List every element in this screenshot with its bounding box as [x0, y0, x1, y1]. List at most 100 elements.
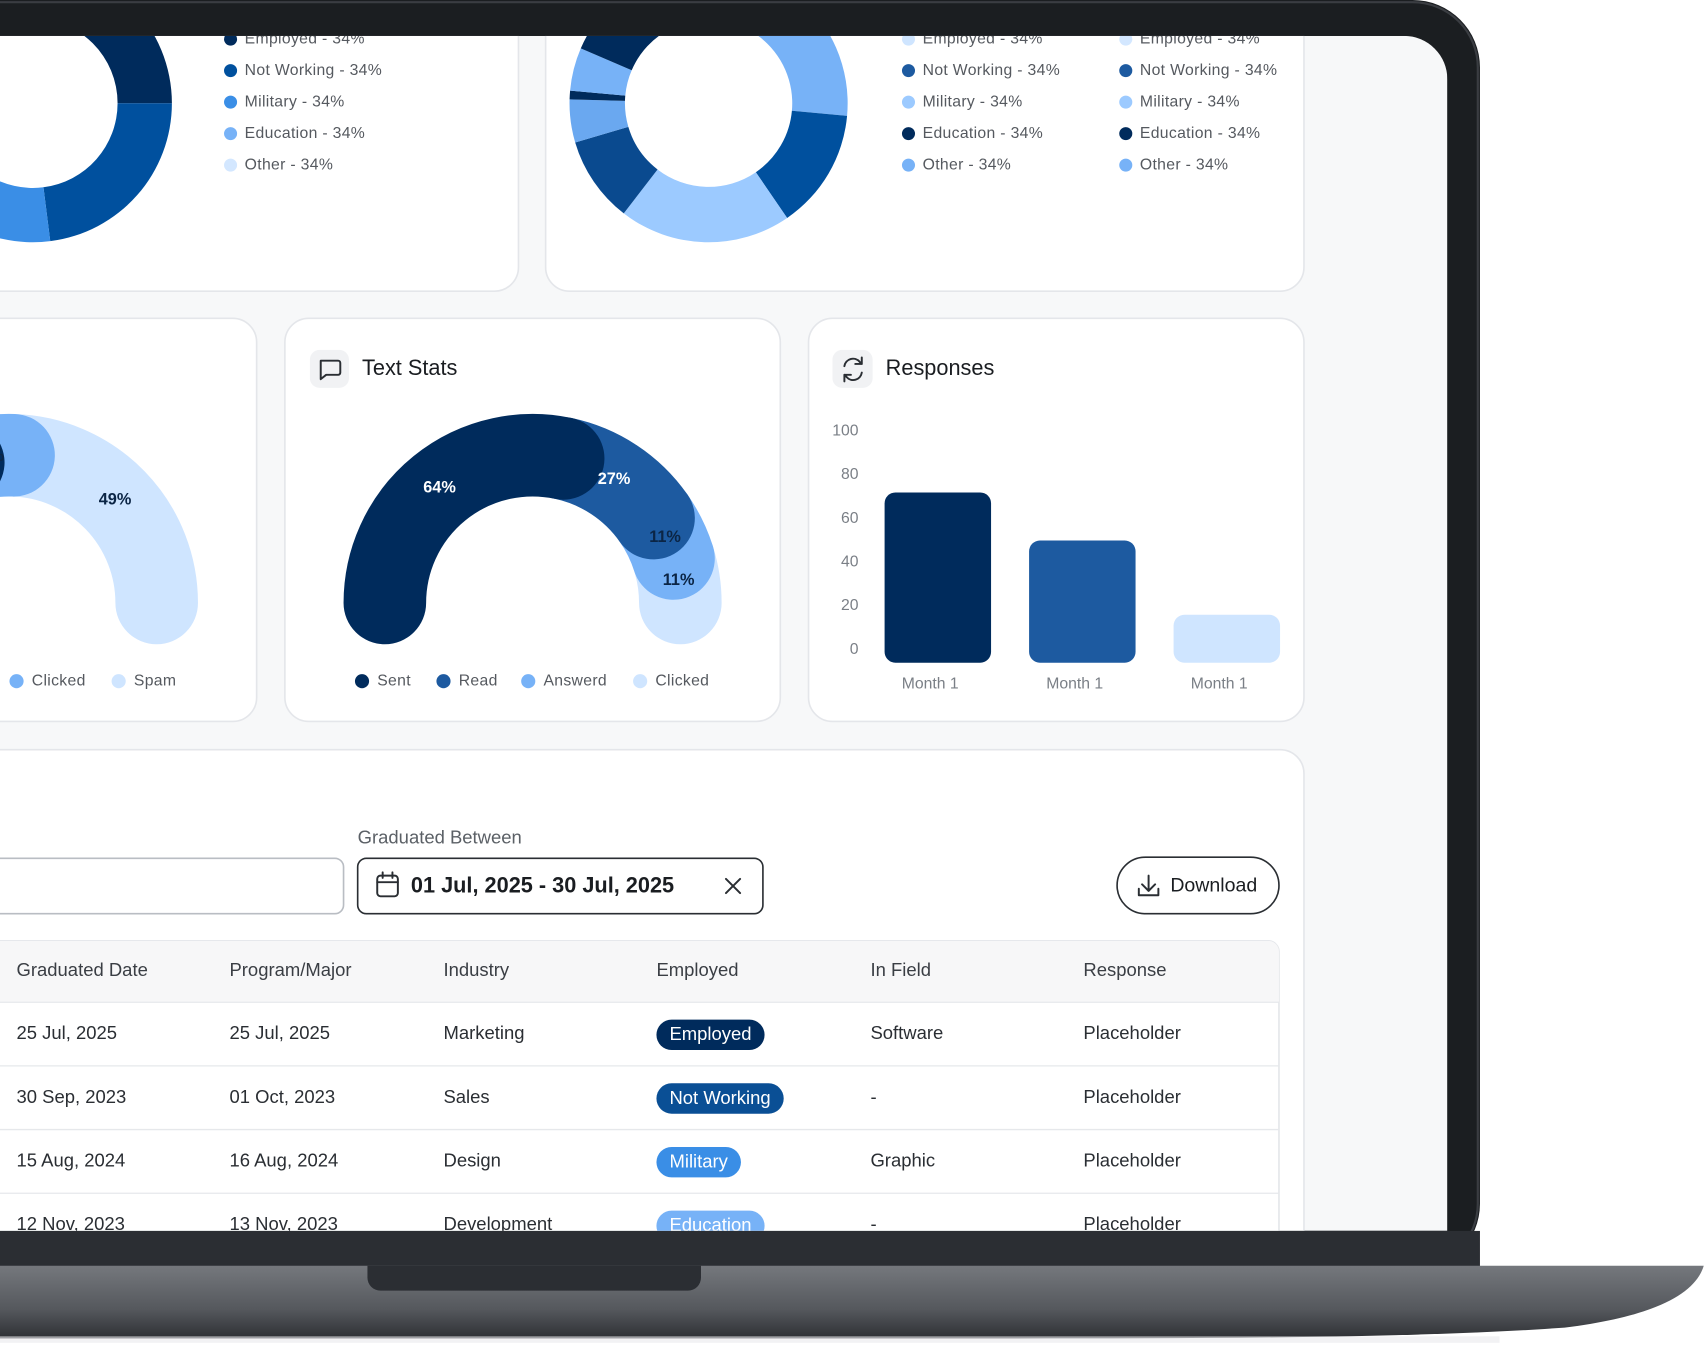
legend-dot — [111, 674, 126, 689]
x-tick-label: Month 1 — [902, 676, 959, 693]
gauge-label: 64% — [423, 478, 456, 496]
badge-label: Military — [669, 1151, 728, 1172]
legend-dot — [9, 674, 24, 689]
shadow — [0, 1336, 1500, 1343]
gauge-label: 27% — [598, 470, 631, 488]
donut-segment — [580, 35, 671, 71]
cell: Software — [870, 1022, 943, 1043]
cell: Placeholder — [1083, 1022, 1180, 1043]
legend-label: Education - 34% — [923, 125, 1043, 142]
gauge-label: 11% — [0, 447, 4, 465]
cell: 30 Sep, 2023 — [17, 1086, 127, 1107]
table-body: Graduated Date Program/Major Industry Emplo… — [0, 959, 1279, 1235]
download-button[interactable] — [1116, 856, 1280, 915]
legend-label: Clicked — [655, 672, 709, 689]
legend-label: Education - 34% — [245, 125, 365, 142]
legend-label: Military - 34% — [1140, 93, 1240, 110]
badge-label: Education — [669, 1214, 751, 1235]
cell: Placeholder — [1083, 1213, 1180, 1234]
download-label[interactable]: Download — [1170, 875, 1257, 897]
donut-segment — [570, 48, 632, 96]
cell: 25 Jul, 2025 — [229, 1022, 330, 1043]
legend-dot — [901, 95, 916, 109]
gauge-segment — [343, 413, 605, 645]
legend-label: Clicked — [32, 672, 86, 689]
gauge — [343, 413, 722, 645]
column-header: In Field — [870, 959, 931, 980]
cell: Marketing — [444, 1022, 525, 1043]
y-tick-label: 100 — [832, 422, 859, 439]
legend-dot — [1119, 64, 1133, 78]
date-range-value: 01 Jul, 2025 - 30 Jul, 2025 — [411, 872, 674, 897]
hinge — [0, 1230, 1480, 1268]
legend-dot — [901, 64, 916, 78]
legend-dot — [224, 158, 238, 172]
column-header: Graduated Date — [17, 959, 148, 980]
donut-segment — [755, 110, 848, 218]
chat-icon — [319, 359, 342, 381]
donut-segment — [661, 35, 848, 116]
legend-label: Sent — [377, 672, 411, 689]
column-header: Industry — [444, 959, 510, 980]
status-badge: Employed — [656, 1019, 765, 1051]
search-input[interactable] — [0, 857, 345, 915]
legend-dot — [633, 674, 648, 689]
legend-label: Not Working - 34% — [245, 62, 382, 79]
clear-button[interactable] — [724, 877, 742, 895]
y-tick-label: 20 — [841, 597, 859, 614]
legend-label: Education - 34% — [1140, 125, 1260, 142]
donut-segment — [569, 99, 629, 143]
x-tick-label: Month 1 — [1046, 676, 1103, 693]
cell: 12 Nov, 2023 — [17, 1213, 125, 1234]
legend-dot — [901, 158, 916, 172]
donut-segment — [623, 169, 788, 243]
gauge-label: 11% — [663, 571, 695, 589]
y-tick-label: 80 — [841, 466, 859, 483]
bar — [884, 492, 992, 663]
y-tick-label: 60 — [841, 510, 859, 527]
y-tick-label: 40 — [841, 553, 859, 570]
legend-label: Read — [459, 672, 498, 689]
legend-label: Military - 34% — [923, 93, 1023, 110]
cell: 16 Aug, 2024 — [229, 1149, 338, 1170]
y-tick-label: 0 — [850, 641, 859, 658]
donut-segment — [575, 126, 658, 214]
badge — [656, 1019, 765, 1051]
status-badge: Education — [656, 1210, 765, 1235]
cell: Placeholder — [1083, 1149, 1180, 1170]
gauge — [0, 413, 198, 645]
cell: Placeholder — [1083, 1086, 1180, 1107]
legend-label: Employed - 34% — [245, 30, 365, 47]
download-icon — [1137, 874, 1160, 897]
cell: Graphic — [870, 1149, 935, 1170]
date-range-input[interactable] — [356, 857, 764, 915]
legend-label: Other - 34% — [923, 156, 1012, 173]
donut-segment — [32, 35, 172, 104]
cell: 25 Jul, 2025 — [17, 1022, 118, 1043]
legend-label: Spam — [134, 672, 176, 689]
status-badge: Not Working — [656, 1083, 784, 1114]
legend-label: Employed - 34% — [923, 30, 1043, 47]
badge-label: Employed — [669, 1023, 751, 1044]
legend-dot — [521, 674, 536, 689]
card — [284, 317, 782, 723]
cell: Development — [444, 1213, 553, 1234]
laptop-base — [0, 1265, 1704, 1339]
legend-dot — [1119, 95, 1133, 109]
cell: - — [870, 1213, 876, 1234]
icon-box — [309, 349, 349, 388]
legend-dot — [224, 35, 238, 46]
notch — [367, 1265, 701, 1291]
cell: Sales — [444, 1086, 490, 1107]
cell: 01 Oct, 2023 — [229, 1086, 335, 1107]
legend-dot — [224, 95, 238, 109]
legend-dot — [901, 127, 916, 141]
cell: 13 Nov, 2023 — [229, 1213, 337, 1234]
column-header: Response — [1083, 959, 1166, 980]
badge-label: Not Working — [669, 1087, 770, 1108]
field-label: Graduated Between — [358, 827, 522, 848]
gauge-label: 49% — [99, 490, 132, 508]
badge — [656, 1210, 765, 1231]
legend-label: Other - 34% — [245, 156, 334, 173]
